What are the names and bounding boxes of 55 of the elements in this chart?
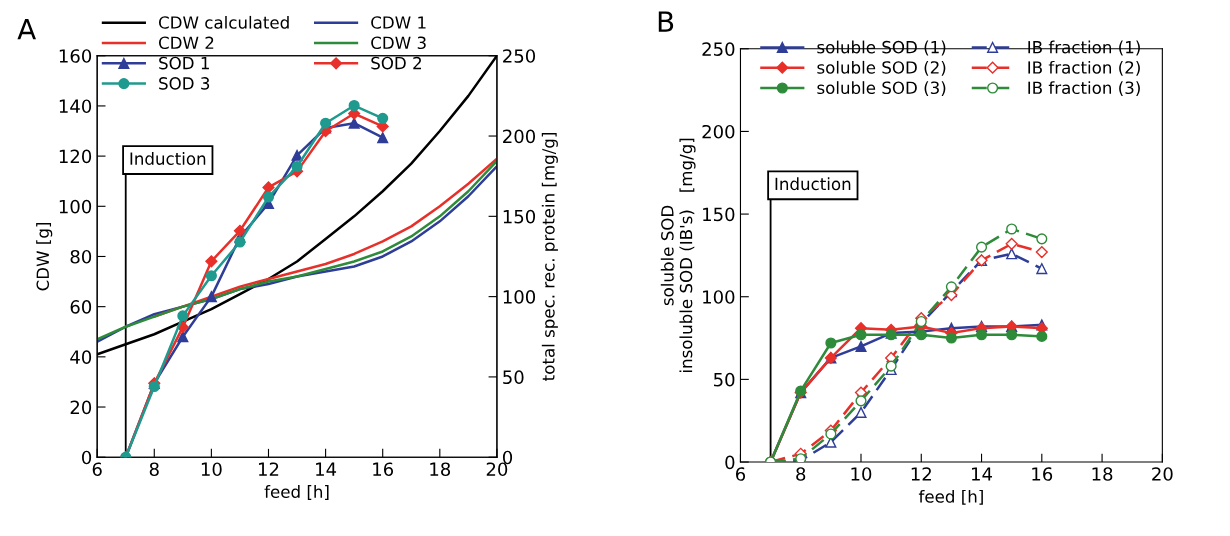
y2-tick-label: 150 bbox=[503, 209, 536, 224]
legend-label: IB fraction (2) bbox=[1028, 60, 1140, 76]
legend-label: CDW 3 bbox=[371, 36, 426, 50]
y2-tick-label: 250 bbox=[503, 49, 536, 63]
x-tick-label: 18 bbox=[430, 462, 451, 477]
x-tick-label: 10 bbox=[201, 462, 222, 477]
x-tick-label: 20 bbox=[1152, 467, 1173, 481]
y-tick-label: 120 bbox=[59, 149, 92, 164]
legend-label: CDW 2 bbox=[158, 36, 214, 50]
x-tick-label: 16 bbox=[373, 462, 394, 477]
y-tick-label: 100 bbox=[703, 290, 735, 304]
y2-axis-title: total spec. rec. protein [mg/g] bbox=[541, 133, 558, 381]
x-tick-label: 6 bbox=[735, 467, 746, 481]
x-tick-label: 10 bbox=[851, 467, 872, 481]
x-axis-title: feed [h] bbox=[264, 485, 329, 500]
x-tick-label: 8 bbox=[796, 467, 806, 481]
ref-line-label: Induction bbox=[130, 152, 206, 165]
x-axis-title: feed [h] bbox=[918, 489, 983, 505]
y2-tick-label: 200 bbox=[503, 129, 536, 144]
y-tick-label: 0 bbox=[82, 450, 92, 465]
legend-label: CDW calculated bbox=[158, 15, 289, 29]
x-tick-label: 12 bbox=[911, 467, 931, 481]
y-tick-label: 100 bbox=[59, 199, 92, 214]
y-tick-label: 150 bbox=[703, 207, 735, 222]
x-tick-label: 6 bbox=[92, 462, 102, 477]
legend-label: soluble SOD (3) bbox=[817, 81, 946, 97]
y-tick-label: 140 bbox=[59, 99, 92, 114]
x-tick-label: 14 bbox=[316, 462, 337, 476]
y-axis-title: CDW [g] bbox=[36, 222, 53, 291]
x-tick-label: 14 bbox=[972, 467, 993, 481]
chart-title: B bbox=[658, 11, 674, 32]
y-tick-label: 250 bbox=[702, 42, 735, 56]
legend-label: SOD 2 bbox=[371, 56, 421, 70]
legend-label: SOD 3 bbox=[159, 77, 210, 90]
x-tick-label: 18 bbox=[1092, 467, 1113, 481]
legend-label: IB fraction (3) bbox=[1028, 81, 1140, 97]
y-tick-label: 40 bbox=[70, 350, 92, 364]
y-tick-label: 80 bbox=[70, 249, 92, 264]
y-tick-label: 0 bbox=[725, 455, 735, 470]
x-tick-label: 8 bbox=[149, 462, 159, 477]
chart-title: A bbox=[17, 19, 36, 40]
y2-tick-label: 50 bbox=[503, 370, 524, 385]
x-tick-label: 16 bbox=[1032, 467, 1053, 481]
y2-tick-label: 100 bbox=[503, 290, 536, 304]
y-tick-label: 60 bbox=[70, 300, 92, 314]
y-axis-title: soluble SOD insoluble SOD (IB's) [mg/g] bbox=[660, 138, 696, 373]
y-tick-label: 200 bbox=[702, 124, 735, 139]
legend-label: soluble SOD (2) bbox=[817, 60, 946, 76]
ref-line-label: Induction bbox=[775, 177, 851, 191]
y-tick-label: 20 bbox=[70, 400, 92, 415]
x-tick-label: 12 bbox=[258, 462, 279, 476]
y-tick-label: 160 bbox=[59, 49, 92, 63]
y-tick-label: 50 bbox=[714, 372, 735, 387]
legend-label: CDW 1 bbox=[371, 16, 426, 29]
legend-label: SOD 1 bbox=[159, 56, 209, 70]
